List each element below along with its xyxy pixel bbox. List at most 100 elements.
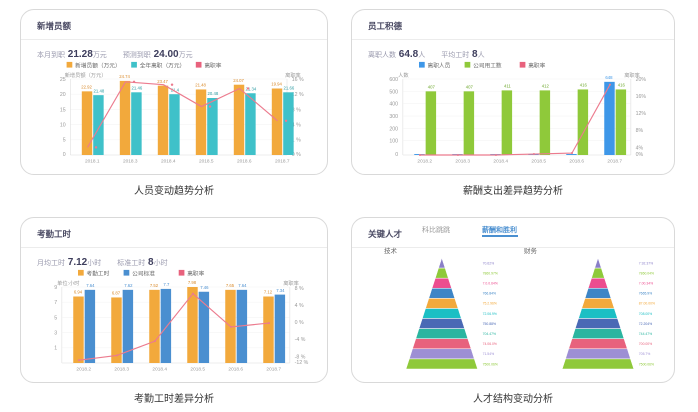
svg-text:7.7: 7.7 bbox=[163, 282, 170, 287]
svg-text:23.47: 23.47 bbox=[157, 79, 168, 84]
svg-text:416: 416 bbox=[618, 83, 626, 88]
svg-text:16 %: 16 % bbox=[292, 77, 304, 83]
svg-text:7.0.0.64%: 7.0.0.64% bbox=[483, 282, 498, 286]
svg-text:2018.4: 2018.4 bbox=[161, 159, 176, 165]
svg-text:2018.7: 2018.7 bbox=[275, 159, 290, 165]
svg-text:766.84%: 766.84% bbox=[483, 292, 496, 296]
svg-text:5: 5 bbox=[63, 138, 66, 144]
svg-text:4%: 4% bbox=[636, 145, 644, 151]
svg-text:20: 20 bbox=[60, 92, 66, 98]
svg-text:1: 1 bbox=[54, 346, 57, 352]
svg-text:-4 %: -4 % bbox=[295, 337, 306, 343]
svg-text:单位:小时: 单位:小时 bbox=[57, 279, 80, 287]
svg-text:7.00.34%: 7.00.34% bbox=[639, 282, 653, 286]
svg-text:21.46: 21.46 bbox=[132, 85, 143, 90]
svg-text:2018.3: 2018.3 bbox=[455, 159, 470, 165]
svg-text:15: 15 bbox=[60, 107, 66, 113]
svg-text:407: 407 bbox=[428, 85, 436, 90]
svg-text:100: 100 bbox=[389, 139, 398, 145]
svg-text:2018.3: 2018.3 bbox=[123, 159, 138, 165]
svg-text:新增员额（万元）: 新增员额（万元） bbox=[65, 71, 107, 79]
svg-text:7.52: 7.52 bbox=[150, 283, 159, 288]
svg-text:3: 3 bbox=[54, 331, 57, 337]
svg-text:10: 10 bbox=[60, 123, 66, 129]
svg-text:7.46: 7.46 bbox=[200, 285, 209, 290]
svg-text:5: 5 bbox=[54, 315, 57, 321]
svg-text:离职率: 离职率 bbox=[528, 62, 545, 70]
svg-text:600: 600 bbox=[389, 77, 398, 83]
svg-text:744.47%: 744.47% bbox=[639, 332, 652, 336]
svg-text:24.07: 24.07 bbox=[233, 78, 244, 83]
svg-text:21.48: 21.48 bbox=[195, 83, 206, 88]
svg-text:16%: 16% bbox=[636, 94, 647, 100]
svg-text:648: 648 bbox=[605, 75, 613, 80]
svg-text:7.64: 7.64 bbox=[238, 283, 247, 288]
svg-text:0: 0 bbox=[395, 152, 398, 158]
svg-text:7.34: 7.34 bbox=[276, 288, 285, 293]
svg-text:6.94: 6.94 bbox=[74, 290, 83, 295]
svg-text:200: 200 bbox=[389, 126, 398, 132]
svg-text:7.92.37%: 7.92.37% bbox=[639, 261, 653, 265]
svg-text:8%: 8% bbox=[636, 128, 644, 134]
svg-text:2018.1: 2018.1 bbox=[85, 159, 100, 165]
svg-text:7860.97%: 7860.97% bbox=[483, 271, 498, 275]
svg-text:750.88%: 750.88% bbox=[483, 322, 496, 326]
svg-text:2018.6: 2018.6 bbox=[237, 159, 252, 165]
svg-text:0: 0 bbox=[63, 152, 66, 158]
svg-text:87.00.00%: 87.00.00% bbox=[639, 302, 655, 306]
svg-text:2018.5: 2018.5 bbox=[199, 159, 214, 165]
svg-text:全年离职（万元）: 全年离职（万元） bbox=[140, 62, 186, 70]
svg-text:2018.6: 2018.6 bbox=[569, 159, 584, 165]
svg-text:700.00%: 700.00% bbox=[639, 342, 652, 346]
svg-text:6.87: 6.87 bbox=[112, 291, 121, 296]
svg-text:9: 9 bbox=[54, 285, 57, 291]
svg-text:20%: 20% bbox=[636, 77, 647, 83]
svg-text:704.47%: 704.47% bbox=[483, 332, 496, 336]
svg-text:407: 407 bbox=[466, 85, 474, 90]
svg-text:21.48: 21.48 bbox=[94, 88, 105, 93]
svg-text:离职率: 离职率 bbox=[204, 62, 221, 70]
svg-text:人数: 人数 bbox=[398, 71, 409, 79]
svg-text:7665.9%: 7665.9% bbox=[639, 292, 652, 296]
svg-text:2018.6: 2018.6 bbox=[228, 367, 243, 373]
svg-text:7500.06%: 7500.06% bbox=[483, 362, 498, 366]
svg-text:75.2.96%: 75.2.96% bbox=[483, 302, 497, 306]
svg-text:7: 7 bbox=[54, 300, 57, 306]
svg-text:72.06.9%: 72.06.9% bbox=[483, 312, 497, 316]
svg-text:2018.7: 2018.7 bbox=[266, 367, 281, 373]
svg-text:22.92: 22.92 bbox=[81, 85, 92, 90]
svg-text:705.7%: 705.7% bbox=[639, 352, 651, 356]
svg-text:2018.2: 2018.2 bbox=[76, 367, 91, 373]
svg-text:离职率: 离职率 bbox=[187, 270, 204, 278]
svg-text:2018.7: 2018.7 bbox=[607, 159, 622, 165]
svg-text:708.00%: 708.00% bbox=[639, 312, 652, 316]
svg-text:7.98: 7.98 bbox=[188, 280, 197, 285]
svg-text:412: 412 bbox=[542, 84, 550, 89]
svg-text:2018.4: 2018.4 bbox=[152, 367, 167, 373]
svg-text:7.64: 7.64 bbox=[86, 283, 95, 288]
svg-text:70.62%: 70.62% bbox=[483, 261, 495, 265]
svg-text:7.62: 7.62 bbox=[124, 283, 133, 288]
svg-text:416: 416 bbox=[580, 83, 588, 88]
svg-text:7.12: 7.12 bbox=[264, 290, 273, 295]
svg-text:0%: 0% bbox=[636, 152, 644, 158]
svg-text:离职人员: 离职人员 bbox=[428, 62, 451, 70]
svg-text:71.54%: 71.54% bbox=[483, 352, 495, 356]
svg-text:72.204%: 72.204% bbox=[639, 322, 652, 326]
svg-text:19.94: 19.94 bbox=[271, 82, 282, 87]
svg-text:400: 400 bbox=[389, 102, 398, 108]
svg-text:7.65: 7.65 bbox=[226, 283, 235, 288]
svg-text:公司用工数: 公司用工数 bbox=[473, 62, 502, 70]
svg-text:25: 25 bbox=[60, 77, 66, 83]
svg-text:4 %: 4 % bbox=[295, 303, 304, 309]
svg-text:新增员额（万元）: 新增员额（万元） bbox=[75, 62, 121, 70]
svg-text:24.74: 24.74 bbox=[119, 74, 130, 79]
svg-text:0 %: 0 % bbox=[295, 320, 304, 326]
svg-text:411: 411 bbox=[504, 84, 511, 89]
svg-text:8 %: 8 % bbox=[295, 286, 304, 292]
svg-text:公司标准: 公司标准 bbox=[132, 270, 155, 278]
svg-text:2018.5: 2018.5 bbox=[531, 159, 546, 165]
svg-text:2018.4: 2018.4 bbox=[493, 159, 508, 165]
svg-text:74.06.0%: 74.06.0% bbox=[483, 342, 497, 346]
svg-text:考勤工时: 考勤工时 bbox=[87, 270, 110, 278]
